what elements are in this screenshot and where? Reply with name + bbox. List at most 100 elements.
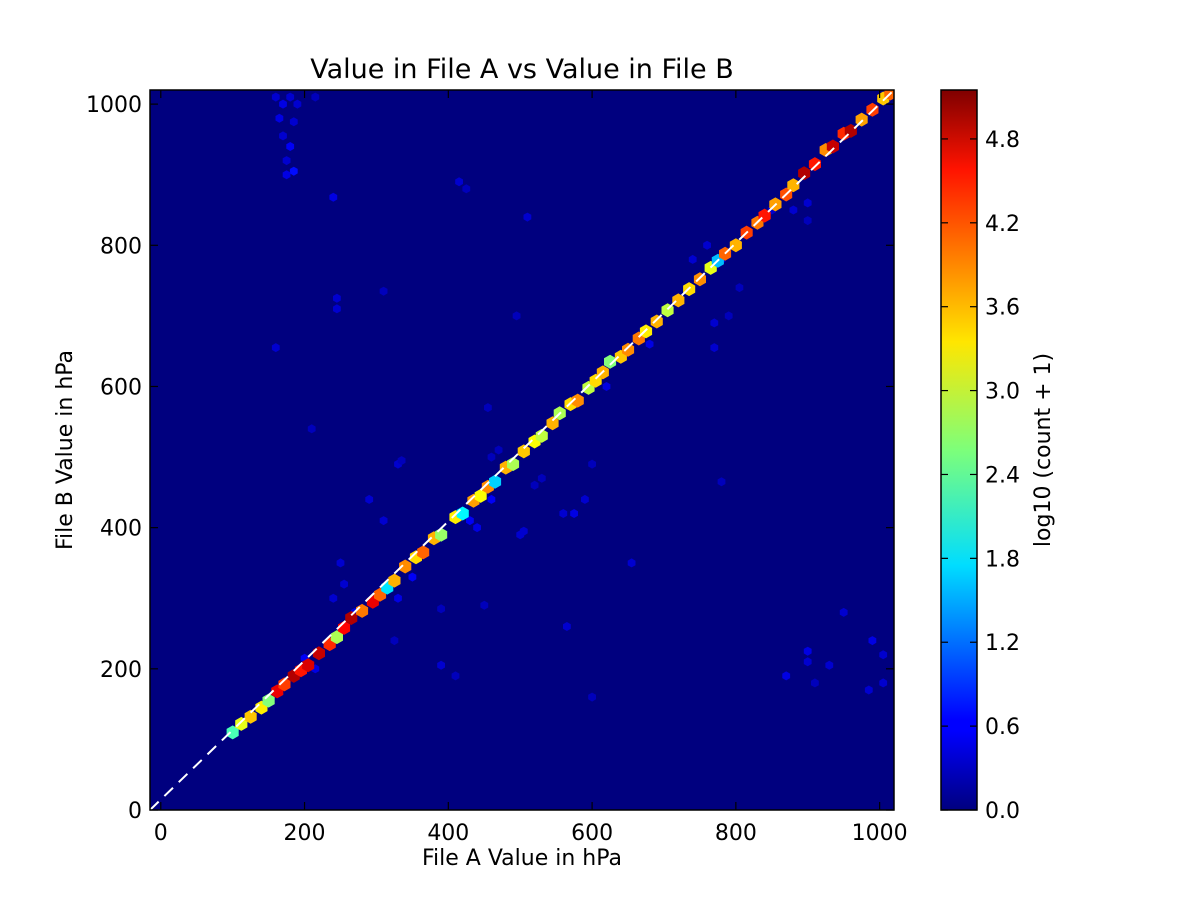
scatter-hex — [462, 184, 471, 194]
scatter-hex — [803, 646, 812, 656]
scatter-hex — [811, 678, 819, 688]
scatter-hex — [365, 494, 374, 504]
scatter-hex — [336, 558, 345, 568]
scatter-hex — [868, 636, 877, 646]
scatter-hex — [437, 604, 445, 614]
scatter-hex — [645, 339, 654, 349]
colorbar-tick-label: 0.6 — [985, 715, 1020, 740]
scatter-hex — [710, 343, 719, 353]
colorbar-tick-label: 4.8 — [985, 128, 1020, 153]
scatter-hex — [275, 113, 284, 123]
diagonal-hex — [302, 658, 315, 673]
diagonal-hex — [546, 416, 559, 431]
diagonal-hex — [589, 373, 602, 388]
y-tick-label: 800 — [100, 234, 142, 259]
scatter-hex — [329, 192, 338, 202]
scatter-hex — [703, 240, 711, 250]
scatter-hex — [710, 318, 719, 328]
colorbar-tick-label: 1.8 — [985, 547, 1020, 572]
scatter-hex — [588, 692, 596, 702]
scatter-hex — [494, 445, 503, 455]
scatter-hex — [559, 509, 568, 518]
scatter-hex — [530, 480, 539, 490]
y-tick-label: 200 — [100, 658, 142, 683]
scatter-hex — [329, 593, 338, 603]
scatter-hex — [466, 516, 474, 526]
scatter-hex — [512, 311, 521, 321]
scatter-hex — [519, 526, 528, 536]
x-tick-label: 400 — [427, 821, 469, 846]
scatter-hex — [487, 494, 496, 504]
colorbar-tick-label: 0.0 — [985, 799, 1020, 824]
x-tick-label: 200 — [284, 821, 326, 846]
diagonal-hex — [474, 488, 487, 503]
scatter-hex — [523, 212, 532, 222]
scatter-hex — [293, 99, 302, 109]
x-axis-ticks: 0 200 400 600 800 1000 — [154, 90, 908, 846]
scatter-hex — [437, 660, 445, 670]
scatter-hex — [735, 283, 744, 293]
diagonal-hex — [489, 474, 502, 489]
x-tick-label: 600 — [571, 821, 613, 846]
scatter-hex — [879, 650, 888, 660]
scatter-hex — [480, 600, 489, 610]
y-tick-label: 600 — [100, 375, 142, 400]
diagonal-hex — [235, 716, 248, 731]
scatter-hex — [408, 572, 417, 582]
scatter-hex — [717, 477, 726, 487]
scatter-hex — [782, 671, 791, 681]
x-axis-label: File A Value in hPa — [422, 846, 622, 871]
scatter-hex — [803, 657, 812, 667]
scatter-hex — [588, 459, 596, 469]
scatter-hex — [286, 92, 295, 102]
scatter-hex — [271, 343, 280, 353]
y-tick-label: 400 — [100, 517, 142, 542]
diagonal-hex — [278, 677, 291, 692]
scatter-hex — [563, 622, 571, 631]
scatter-hex — [289, 166, 298, 176]
scatter-hex — [789, 205, 798, 215]
reference-diagonal-line — [150, 90, 894, 810]
scatter-hex — [279, 131, 287, 141]
diagonal-hex — [672, 293, 685, 308]
diagonal-hex — [798, 166, 811, 181]
scatter-hex — [397, 456, 406, 466]
x-tick-label: 800 — [715, 821, 757, 846]
colorbar-label: log10 (count + 1) — [1031, 353, 1056, 547]
chart-title: Value in File A vs Value in File B — [310, 54, 734, 85]
scatter-hex — [839, 607, 848, 617]
scatter-hex — [271, 92, 280, 102]
colorbar-tick-label: 2.4 — [985, 463, 1020, 488]
scatter-hex — [379, 286, 388, 296]
diagonal-hex — [330, 630, 343, 645]
scatter-hex — [289, 117, 298, 127]
diagonal-hex — [417, 545, 430, 560]
scatter-hex — [455, 177, 463, 187]
x-tick-label: 0 — [154, 821, 168, 846]
scatter-hex — [803, 198, 812, 208]
scatter-hex — [311, 92, 320, 102]
colorbar-tick-label: 3.0 — [985, 380, 1020, 405]
diagonal-hex — [535, 428, 548, 443]
x-tick-label: 1000 — [852, 821, 908, 846]
colorbar-tick-label: 1.2 — [985, 631, 1020, 656]
plot-frame — [149, 89, 895, 811]
diagonal-hex — [622, 342, 635, 357]
scatter-hex — [279, 99, 287, 109]
scatter-hex — [333, 293, 341, 303]
scatter-hex — [473, 523, 481, 533]
scatter-hex — [627, 558, 636, 568]
scatter-hex — [602, 382, 611, 391]
scatter-hex — [390, 636, 399, 646]
colorbar — [940, 89, 978, 811]
scatter-hex — [537, 473, 546, 483]
diagonal-hex — [808, 157, 821, 172]
scatter-hex — [487, 452, 496, 462]
scatter-hex — [333, 304, 341, 314]
diagonal-hex — [729, 238, 742, 253]
colorbar-tick-label: 3.6 — [985, 296, 1020, 321]
diagonal-hex — [517, 444, 530, 459]
scatter-hex — [724, 311, 733, 321]
diagonal-hex — [399, 559, 412, 574]
